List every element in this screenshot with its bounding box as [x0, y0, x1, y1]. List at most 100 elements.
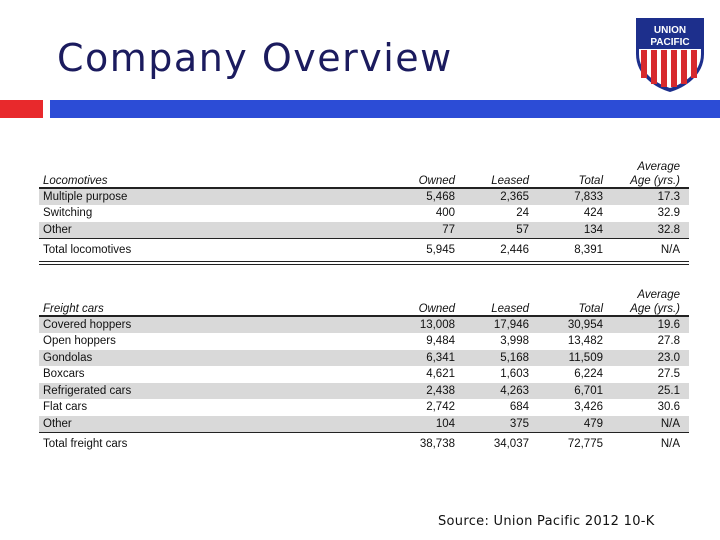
header-age-line2: Age (yrs.) — [630, 175, 680, 187]
row-age: N/A — [660, 417, 680, 430]
row-total: 424 — [583, 207, 603, 219]
row-name: Switching — [43, 207, 93, 219]
header-leased: Leased — [491, 303, 529, 315]
row-owned: 13,008 — [419, 318, 455, 331]
total-owned: 5,945 — [426, 244, 455, 256]
row-total: 479 — [583, 417, 603, 430]
header-owned: Owned — [418, 175, 455, 187]
row-leased: 1,603 — [500, 368, 529, 380]
row-owned: 104 — [435, 417, 455, 430]
row-total: 13,482 — [567, 335, 603, 347]
header-category: Locomotives — [43, 175, 108, 187]
table-row: Switching 400 24 424 32.9 — [39, 205, 689, 222]
total-owned: 38,738 — [419, 438, 455, 450]
row-total: 11,509 — [568, 351, 603, 364]
table-row: Covered hoppers 13,008 17,946 30,954 19.… — [39, 316, 689, 333]
row-name: Other — [43, 223, 72, 236]
table-header: Freight cars Owned Leased Total Average … — [39, 285, 689, 315]
double-rule-bottom — [39, 264, 689, 265]
row-name: Open hoppers — [43, 335, 116, 347]
row-leased: 2,365 — [500, 190, 529, 203]
logo-text-union: UNION — [654, 25, 686, 36]
row-leased: 375 — [509, 417, 529, 430]
table-row: Other 104 375 479 N/A — [39, 415, 689, 432]
row-age: 25.1 — [657, 384, 680, 397]
row-age: 17.3 — [657, 190, 680, 203]
table-row: Boxcars 4,621 1,603 6,224 27.5 — [39, 366, 689, 383]
row-total: 134 — [583, 223, 603, 236]
row-owned: 77 — [442, 223, 455, 236]
table-row: Flat cars 2,742 684 3,426 30.6 — [39, 399, 689, 416]
table-row: Gondolas 6,341 5,168 11,509 23.0 — [39, 349, 689, 366]
header-age-line1: Average — [637, 161, 680, 173]
total-leased: 2,446 — [500, 244, 529, 256]
total-name: Total locomotives — [43, 244, 132, 256]
header-rule — [39, 315, 689, 317]
row-name: Multiple purpose — [43, 190, 128, 203]
row-name: Other — [43, 417, 72, 430]
header-age-line2: Age (yrs.) — [630, 303, 680, 315]
accent-bar-blue — [43, 100, 720, 118]
row-leased: 5,168 — [500, 351, 529, 364]
accent-bar-red — [0, 100, 43, 118]
total-name: Total freight cars — [43, 438, 128, 450]
total-leased: 34,037 — [493, 438, 529, 450]
row-owned: 9,484 — [426, 335, 455, 347]
table-row: Open hoppers 9,484 3,998 13,482 27.8 — [39, 333, 689, 350]
row-name: Covered hoppers — [43, 318, 132, 331]
slide-title: Company Overview — [57, 36, 453, 80]
row-leased: 57 — [516, 223, 529, 236]
row-total: 30,954 — [567, 318, 603, 331]
total-total: 72,775 — [567, 438, 603, 450]
header-category: Freight cars — [43, 303, 104, 315]
table-row: Other 77 57 134 32.8 — [39, 221, 689, 238]
header-age-line1: Average — [637, 289, 680, 301]
header-leased: Leased — [491, 175, 529, 187]
row-owned: 5,468 — [426, 190, 455, 203]
row-owned: 4,621 — [426, 368, 455, 380]
source-note: Source: Union Pacific 2012 10-K — [438, 514, 655, 529]
row-total: 6,701 — [574, 384, 603, 397]
row-total: 7,833 — [574, 190, 603, 203]
total-row: Total freight cars 38,738 34,037 72,775 … — [39, 435, 689, 453]
row-owned: 400 — [435, 207, 455, 219]
total-age: N/A — [660, 438, 680, 450]
table-row: Multiple purpose 5,468 2,365 7,833 17.3 — [39, 188, 689, 205]
row-owned: 6,341 — [426, 351, 455, 364]
row-age: 27.8 — [657, 335, 680, 347]
union-pacific-logo: UNION PACIFIC — [636, 18, 704, 92]
row-total: 6,224 — [574, 368, 603, 380]
header-total: Total — [578, 175, 603, 187]
header-total: Total — [578, 303, 603, 315]
table-row: Refrigerated cars 2,438 4,263 6,701 25.1 — [39, 382, 689, 399]
row-owned: 2,438 — [426, 384, 455, 397]
header-rule — [39, 187, 689, 189]
row-age: 32.9 — [657, 207, 680, 219]
row-owned: 2,742 — [426, 401, 455, 413]
accent-bar-gap — [43, 100, 50, 118]
row-leased: 4,263 — [500, 384, 529, 397]
total-total: 8,391 — [574, 244, 603, 256]
logo-text-pacific: PACIFIC — [650, 37, 689, 48]
row-leased: 24 — [516, 207, 529, 219]
row-age: 19.6 — [657, 318, 680, 331]
double-rule-top — [39, 261, 689, 262]
row-name: Flat cars — [43, 401, 88, 413]
row-total: 3,426 — [574, 401, 603, 413]
total-row: Total locomotives 5,945 2,446 8,391 N/A — [39, 241, 689, 259]
row-leased: 17,946 — [493, 318, 529, 331]
row-name: Gondolas — [43, 351, 93, 364]
row-name: Refrigerated cars — [43, 384, 132, 397]
locomotives-table: Locomotives Owned Leased Total Average A… — [39, 157, 689, 265]
header-owned: Owned — [418, 303, 455, 315]
row-age: 32.8 — [657, 223, 680, 236]
subtotal-rule — [39, 238, 689, 239]
row-leased: 684 — [509, 401, 529, 413]
subtotal-rule — [39, 432, 689, 433]
row-leased: 3,998 — [500, 335, 529, 347]
row-age: 23.0 — [657, 351, 680, 364]
row-name: Boxcars — [43, 368, 85, 380]
table-header: Locomotives Owned Leased Total Average A… — [39, 157, 689, 187]
total-age: N/A — [660, 244, 680, 256]
freight-cars-table: Freight cars Owned Leased Total Average … — [39, 285, 689, 453]
